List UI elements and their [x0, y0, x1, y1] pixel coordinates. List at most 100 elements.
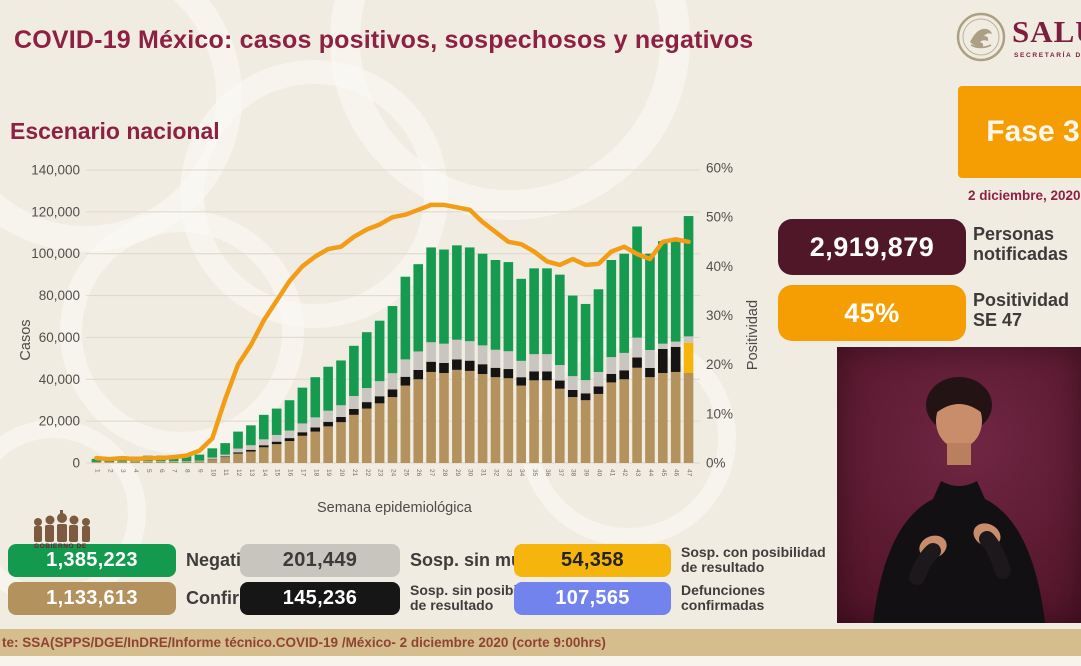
gobierno-figures-icon: [34, 510, 90, 542]
svg-text:40,000: 40,000: [39, 372, 80, 387]
svg-text:5: 5: [145, 469, 152, 473]
svg-text:14: 14: [261, 469, 268, 477]
section-title: Escenario nacional: [10, 118, 220, 144]
phase-badge: Fase 3: [958, 86, 1081, 178]
legend-confirmados-value-badge: 1,133,613: [8, 582, 176, 615]
svg-text:11: 11: [222, 469, 229, 476]
svg-text:25: 25: [402, 469, 409, 477]
gobierno-de-mexico-watermark: GOBIERNO DE: [30, 510, 120, 556]
phase-date: 2 diciembre, 2020: [968, 188, 1081, 203]
svg-text:50%: 50%: [706, 210, 733, 225]
svg-text:43: 43: [634, 469, 641, 477]
epidemic-week-chart: 0 20,000 40,000 60,000 80,000 100,000 120,000 1…: [18, 161, 761, 477]
svg-text:47: 47: [686, 469, 693, 477]
svg-text:44: 44: [647, 469, 654, 477]
svg-text:42: 42: [621, 469, 628, 477]
svg-text:80,000: 80,000: [39, 288, 80, 303]
svg-text:27: 27: [428, 469, 435, 477]
svg-text:30: 30: [467, 469, 474, 477]
svg-text:6: 6: [158, 469, 165, 473]
svg-text:1: 1: [93, 469, 100, 473]
axis-tick-labels: 0 20,000 40,000 60,000 80,000 100,000 120,000 1…: [31, 161, 733, 471]
notified-persons-value: 2,919,879: [809, 231, 935, 262]
positivity-line: [94, 202, 691, 462]
y-axis-right-title: Positividad: [745, 300, 761, 370]
svg-text:20,000: 20,000: [39, 414, 80, 429]
gobierno-text: GOBIERNO DE: [34, 543, 87, 550]
stacked-bars: 1 2 3 4 5 6 7 8 9 10 11 12 13 14 15 16 17 18 19 20 21 22 23 24 2…: [91, 216, 694, 477]
svg-text:60%: 60%: [706, 161, 733, 176]
positivity-label: Positividad SE 47: [973, 290, 1070, 331]
salud-logo-subtext: SECRETARÍA DE SALUD: [1014, 52, 1081, 59]
svg-text:21: 21: [351, 469, 358, 477]
svg-text:10: 10: [209, 469, 216, 477]
svg-text:19: 19: [325, 469, 332, 477]
legend-negativos-value-badge: 1,385,223: [8, 544, 176, 577]
svg-text:20: 20: [338, 469, 345, 477]
svg-text:31: 31: [480, 469, 487, 477]
legend-value: 201,449: [282, 549, 358, 571]
salud-wordmark: SALUD: [1012, 14, 1081, 49]
svg-text:15: 15: [274, 469, 281, 477]
svg-text:46: 46: [673, 469, 680, 477]
svg-text:35: 35: [531, 469, 538, 477]
legend-defunciones-value-badge: 107,565: [514, 582, 671, 615]
svg-text:26: 26: [415, 469, 422, 477]
interpreter-person: [873, 377, 1045, 623]
svg-text:12: 12: [235, 469, 242, 477]
svg-text:10%: 10%: [706, 406, 733, 421]
legend-value: 1,385,223: [46, 549, 138, 571]
svg-text:8: 8: [184, 469, 191, 473]
notified-persons-label: Personas notificadas: [973, 224, 1069, 265]
svg-text:23: 23: [377, 469, 384, 477]
svg-text:41: 41: [608, 469, 615, 477]
page-title: COVID-19 México: casos positivos, sospec…: [14, 26, 754, 54]
positivity-value: 45%: [844, 297, 900, 328]
svg-text:60,000: 60,000: [39, 330, 80, 345]
svg-text:0%: 0%: [706, 456, 726, 471]
svg-text:140,000: 140,000: [31, 163, 80, 178]
svg-text:30%: 30%: [706, 308, 733, 323]
footer-spacer: [0, 656, 1081, 666]
svg-text:20%: 20%: [706, 357, 733, 372]
svg-text:45: 45: [660, 469, 667, 477]
footer-source-text: te: SSA(SPPS/DGE/InDRE/Informe técnico.C…: [2, 635, 606, 650]
sign-language-interpreter-video: [837, 347, 1081, 623]
footer-bar: te: SSA(SPPS/DGE/InDRE/Informe técnico.C…: [0, 629, 1081, 656]
svg-text:37: 37: [557, 469, 564, 477]
svg-text:38: 38: [570, 469, 577, 477]
x-axis-title: Semana epidemiológica: [317, 500, 472, 516]
legend-sosp-sin-posibilidad-value-badge: 145,236: [240, 582, 400, 615]
legend-value: 107,565: [555, 587, 630, 609]
notified-persons-badge: 2,919,879: [778, 219, 966, 275]
svg-text:16: 16: [287, 469, 294, 477]
salud-logo: SALUD SECRETARÍA DE SALUD: [948, 8, 1081, 72]
svg-text:120,000: 120,000: [31, 204, 80, 219]
svg-text:40: 40: [595, 469, 602, 477]
svg-text:4: 4: [132, 469, 139, 473]
svg-text:29: 29: [454, 469, 461, 477]
svg-text:13: 13: [248, 469, 255, 477]
svg-text:2: 2: [106, 469, 113, 473]
svg-text:18: 18: [312, 469, 319, 477]
positivity-badge: 45%: [778, 285, 966, 341]
svg-text:34: 34: [518, 469, 525, 477]
svg-text:22: 22: [364, 469, 371, 477]
legend-value: 54,358: [561, 549, 624, 571]
legend-defunciones-label: Defunciones confirmadas: [681, 582, 766, 614]
svg-text:40%: 40%: [706, 259, 733, 274]
legend-value: 1,133,613: [46, 587, 138, 609]
svg-text:7: 7: [171, 469, 178, 473]
legend-sosp-sin-muestra-value-badge: 201,449: [240, 544, 400, 577]
svg-text:0: 0: [72, 456, 80, 471]
svg-text:39: 39: [583, 469, 590, 477]
eagle-seal-icon: [956, 12, 1006, 62]
svg-text:100,000: 100,000: [31, 246, 80, 261]
y-axis-left-title: Casos: [18, 319, 34, 360]
phase-label: Fase 3: [986, 115, 1080, 148]
legend-sosp-con-posibilidad-label: Sosp. con posibilidad de resultado: [681, 544, 826, 576]
svg-text:17: 17: [299, 469, 306, 477]
svg-text:33: 33: [505, 469, 512, 477]
svg-text:36: 36: [544, 469, 551, 477]
